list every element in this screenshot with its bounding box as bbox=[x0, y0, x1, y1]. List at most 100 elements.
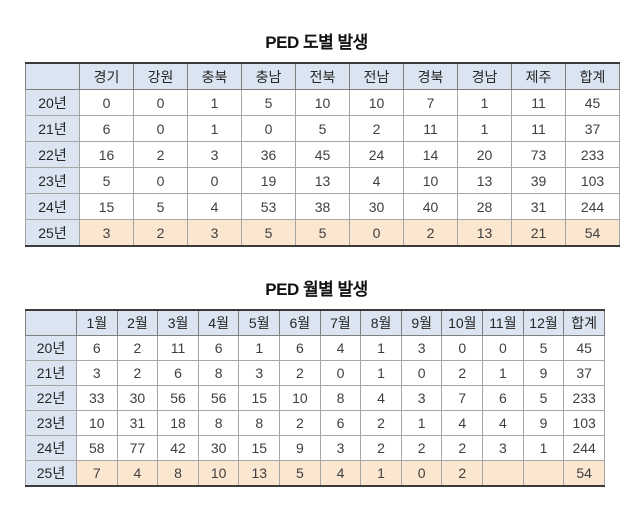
table-cell: 6 bbox=[79, 115, 134, 142]
table-cell: 4 bbox=[482, 410, 524, 436]
table-cell: 4 bbox=[441, 410, 484, 436]
column-header: 2월 bbox=[116, 309, 159, 336]
table-cell: 7 bbox=[441, 385, 484, 411]
table-cell: 5 bbox=[241, 89, 296, 116]
table-cell: 6 bbox=[197, 335, 240, 361]
table-cell: 2 bbox=[279, 360, 321, 386]
column-header: 합계 bbox=[563, 309, 605, 336]
table-cell: 37 bbox=[563, 360, 605, 386]
column-header: 충남 bbox=[241, 62, 296, 90]
table-cell: 0 bbox=[441, 335, 484, 361]
table-cell: 6 bbox=[279, 335, 321, 361]
header-row: 경기 강원 충북 충남 전북 전남 경북 경남 제주 합계 bbox=[25, 62, 620, 90]
table-cell: 2 bbox=[360, 410, 402, 436]
table-cell: 2 bbox=[133, 219, 188, 247]
column-header: 6월 bbox=[279, 309, 321, 336]
monthly-table-section: PED 월별 발생 1월 2월 3월 4월 5월 6월 7월 8월 9월 10월 11월 12월 합계 2… bbox=[0, 247, 630, 487]
table-cell: 0 bbox=[187, 167, 242, 194]
column-header: 4월 bbox=[197, 309, 240, 336]
table-cell: 1 bbox=[187, 115, 242, 142]
table-cell: 5 bbox=[522, 385, 565, 411]
table-cell: 13 bbox=[295, 167, 350, 194]
table-cell: 3 bbox=[187, 219, 242, 247]
table-cell: 8 bbox=[197, 410, 240, 436]
table-row: 21년 6 0 1 0 5 2 11 1 11 37 bbox=[25, 115, 620, 142]
table-cell: 3 bbox=[187, 141, 242, 168]
table-cell: 8 bbox=[238, 410, 281, 436]
table-row: 24년 15 5 4 53 38 30 40 28 31 244 bbox=[25, 193, 620, 220]
row-label: 20년 bbox=[25, 335, 77, 361]
table-cell: 56 bbox=[197, 385, 240, 411]
table-cell: 2 bbox=[279, 410, 321, 436]
table-cell: 5 bbox=[522, 335, 565, 361]
table-cell: 9 bbox=[522, 360, 565, 386]
table-cell bbox=[482, 460, 524, 487]
table-cell: 5 bbox=[295, 219, 350, 247]
column-header: 제주 bbox=[511, 62, 566, 90]
table-cell: 0 bbox=[482, 335, 524, 361]
table-cell: 10 bbox=[403, 167, 458, 194]
table-row: 20년 0 0 1 5 10 10 7 1 11 45 bbox=[25, 89, 620, 116]
column-header: 전북 bbox=[295, 62, 350, 90]
table-row: 25년 7 4 8 10 13 5 4 1 0 2 54 bbox=[25, 460, 605, 487]
table-cell: 11 bbox=[403, 115, 458, 142]
corner-cell bbox=[25, 62, 80, 90]
table-cell: 10 bbox=[349, 89, 404, 116]
table-cell: 8 bbox=[197, 360, 240, 386]
table-cell: 10 bbox=[197, 460, 240, 487]
row-label: 25년 bbox=[25, 460, 77, 487]
table-cell: 10 bbox=[295, 89, 350, 116]
table-cell: 56 bbox=[157, 385, 199, 411]
row-label: 25년 bbox=[25, 219, 80, 247]
table-cell: 13 bbox=[238, 460, 281, 487]
table-cell: 58 bbox=[76, 435, 118, 461]
table-cell: 45 bbox=[295, 141, 350, 168]
table-cell: 37 bbox=[565, 115, 620, 142]
table-cell: 4 bbox=[319, 335, 362, 361]
table-cell: 8 bbox=[157, 460, 199, 487]
table-cell: 233 bbox=[563, 385, 605, 411]
table-cell: 42 bbox=[157, 435, 199, 461]
row-label: 23년 bbox=[25, 167, 80, 194]
table-cell: 6 bbox=[482, 385, 524, 411]
table-cell: 11 bbox=[511, 89, 566, 116]
table-cell: 2 bbox=[403, 219, 458, 247]
column-header: 5월 bbox=[238, 309, 281, 336]
table-cell: 1 bbox=[400, 410, 443, 436]
table-cell: 5 bbox=[133, 193, 188, 220]
header-row: 1월 2월 3월 4월 5월 6월 7월 8월 9월 10월 11월 12월 합계 bbox=[25, 309, 605, 336]
table-cell: 30 bbox=[197, 435, 240, 461]
table-cell: 31 bbox=[511, 193, 566, 220]
table-cell: 36 bbox=[241, 141, 296, 168]
table-cell: 15 bbox=[79, 193, 134, 220]
table-cell: 6 bbox=[76, 335, 118, 361]
table-cell: 31 bbox=[116, 410, 159, 436]
table-cell: 40 bbox=[403, 193, 458, 220]
column-header: 1월 bbox=[76, 309, 118, 336]
row-label: 20년 bbox=[25, 89, 80, 116]
table-row: 22년 33 30 56 56 15 10 8 4 3 7 6 5 233 bbox=[25, 385, 605, 411]
table-cell: 2 bbox=[441, 435, 484, 461]
table-cell: 2 bbox=[349, 115, 404, 142]
table-cell: 4 bbox=[319, 460, 362, 487]
table-cell: 233 bbox=[565, 141, 620, 168]
table-cell: 2 bbox=[441, 460, 484, 487]
table-cell: 13 bbox=[457, 167, 512, 194]
table-cell: 0 bbox=[241, 115, 296, 142]
table-row: 20년 6 2 11 6 1 6 4 1 3 0 0 5 45 bbox=[25, 335, 605, 361]
table-cell: 1 bbox=[360, 360, 402, 386]
table-cell: 13 bbox=[457, 219, 512, 247]
table-cell: 2 bbox=[360, 435, 402, 461]
table-cell: 28 bbox=[457, 193, 512, 220]
table-cell: 244 bbox=[563, 435, 605, 461]
table-cell: 15 bbox=[238, 385, 281, 411]
column-header: 12월 bbox=[522, 309, 565, 336]
province-table-title: PED 도별 발생 bbox=[265, 33, 368, 52]
table-cell: 3 bbox=[79, 219, 134, 247]
table-cell: 7 bbox=[403, 89, 458, 116]
table-cell: 1 bbox=[360, 335, 402, 361]
table-cell: 9 bbox=[279, 435, 321, 461]
column-header: 3월 bbox=[157, 309, 199, 336]
table-cell: 5 bbox=[79, 167, 134, 194]
